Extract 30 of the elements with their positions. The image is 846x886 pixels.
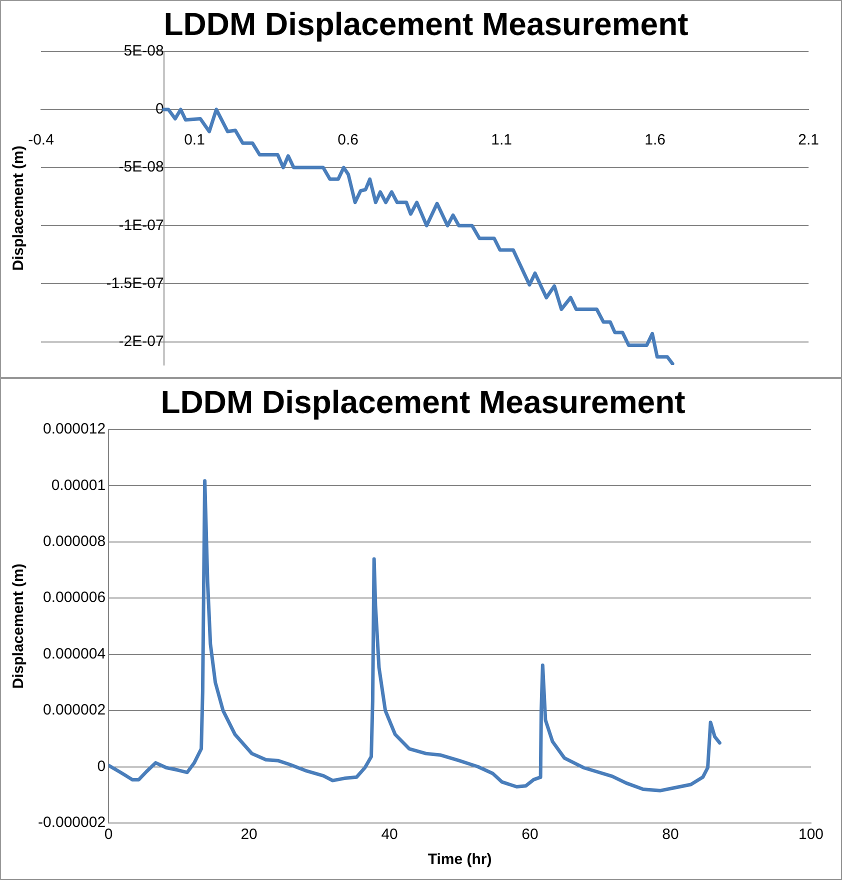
y-axis-title: Displacement (m): [10, 564, 28, 689]
y-tick-label: 0.000008: [42, 533, 106, 550]
y-tick-label: 0: [155, 100, 164, 118]
x-tick-label: 1.1: [491, 132, 512, 149]
x-tick-label: 0.1: [184, 132, 205, 149]
y-tick-label: -1E-07: [118, 216, 164, 234]
x-tick-label: 80: [662, 826, 679, 844]
y-tick-label: -5E-08: [118, 158, 164, 176]
y-tick-label: 5E-08: [124, 42, 164, 60]
y-tick-label: 0.000002: [42, 702, 106, 719]
y-tick-label: -0.000002: [38, 814, 106, 832]
y-tick-label: 0.000006: [42, 589, 106, 606]
x-tick-label: 0.6: [338, 132, 358, 149]
x-tick-label: 2.1: [798, 132, 820, 149]
x-tick-label: 40: [381, 826, 398, 844]
y-tick-label: 0: [97, 758, 106, 775]
y-tick-label: 0.00001: [51, 476, 106, 494]
y-tick-label: 0.000012: [42, 420, 106, 438]
x-tick-label: 100: [798, 826, 824, 844]
y-axis-title: Displacement (m): [10, 146, 28, 271]
y-tick-label: 0.000004: [42, 645, 106, 662]
x-tick-label: 1.6: [644, 132, 666, 149]
x-tick-label: -0.4: [28, 132, 54, 149]
chart-title: LDDM Displacement Measurement: [160, 384, 686, 420]
x-axis-title: Time (hr): [428, 851, 492, 868]
chart-title: LDDM Displacement Measurement: [164, 6, 689, 42]
x-tick-label: 60: [522, 826, 538, 844]
x-tick-label: 20: [240, 826, 258, 844]
y-tick-label: -2E-07: [118, 332, 164, 350]
y-tick-label: -1.5E-07: [106, 274, 164, 292]
